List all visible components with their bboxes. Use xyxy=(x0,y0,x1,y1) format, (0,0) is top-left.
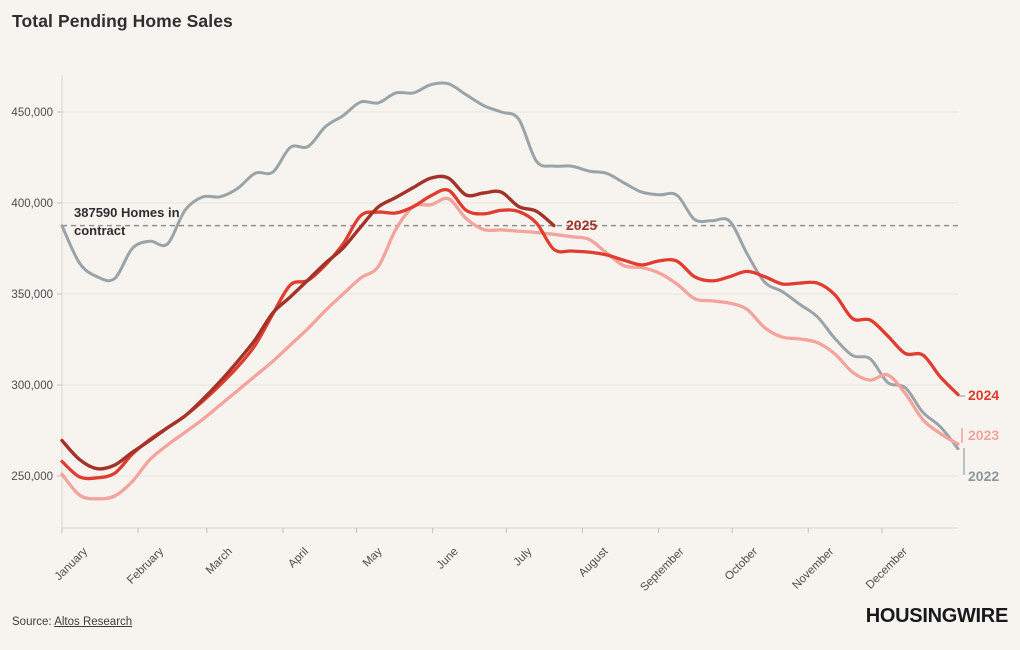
source-prefix: Source: xyxy=(12,616,55,628)
svg-text:April: April xyxy=(286,546,311,571)
series-label-2023: 2023 xyxy=(968,427,1000,443)
svg-text:July: July xyxy=(511,545,534,568)
reference-line-annotation: 387590 Homes in contract xyxy=(74,204,180,240)
svg-text:300,000: 300,000 xyxy=(11,380,53,392)
svg-text:September: September xyxy=(638,546,686,594)
svg-text:October: October xyxy=(723,546,761,584)
svg-text:May: May xyxy=(361,545,385,569)
svg-text:350,000: 350,000 xyxy=(11,289,53,301)
svg-text:August: August xyxy=(577,545,611,579)
series-label-2024: 2024 xyxy=(968,387,1000,403)
source-line: Source: Altos Research xyxy=(12,616,132,628)
series-label-2025: 2025 xyxy=(566,217,598,233)
annotation-line1: 387590 Homes in xyxy=(74,205,180,220)
svg-text:400,000: 400,000 xyxy=(11,198,53,210)
svg-text:February: February xyxy=(125,545,166,586)
svg-text:March: March xyxy=(204,546,235,577)
source-link[interactable]: Altos Research xyxy=(54,616,133,628)
svg-text:November: November xyxy=(790,546,836,592)
svg-text:250,000: 250,000 xyxy=(11,471,53,483)
svg-text:December: December xyxy=(864,546,910,592)
page-title: Total Pending Home Sales xyxy=(12,11,233,31)
svg-text:June: June xyxy=(435,546,461,572)
series-label-2022: 2022 xyxy=(968,468,1000,484)
annotation-line2: contract xyxy=(74,223,126,238)
svg-text:January: January xyxy=(53,545,91,583)
svg-text:450,000: 450,000 xyxy=(11,107,53,119)
housingwire-logo: HOUSINGWIRE xyxy=(865,605,1009,627)
